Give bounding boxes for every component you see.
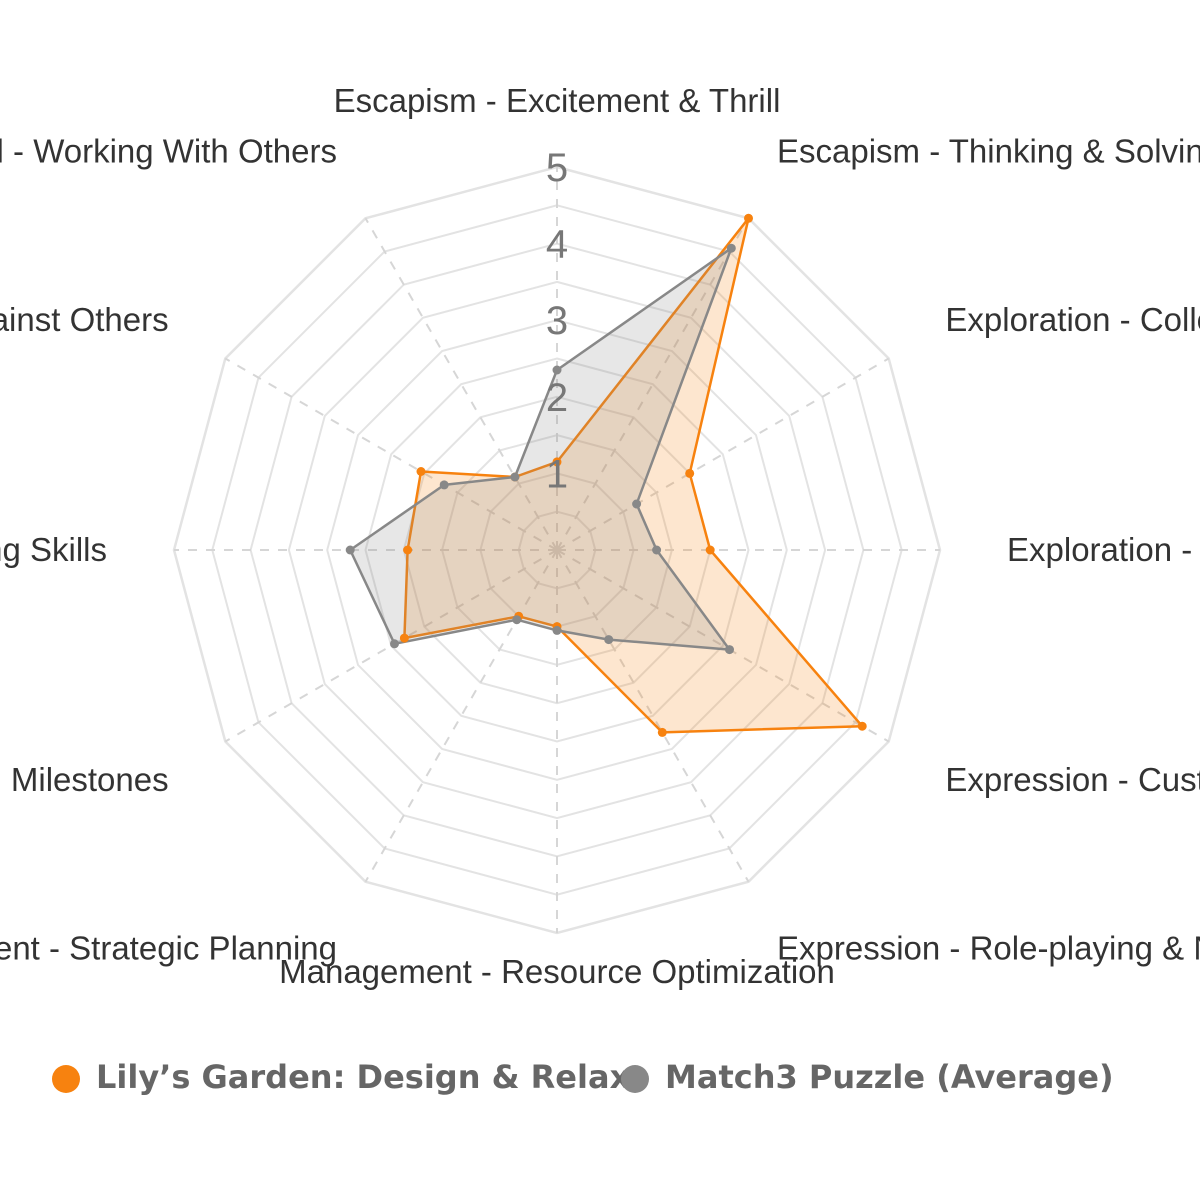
series-point-1 xyxy=(725,645,734,655)
series-point-0 xyxy=(403,545,413,555)
series-point-1 xyxy=(632,499,642,509)
axis-label: Mastery - Reaching Milestones xyxy=(0,761,169,798)
series-point-0 xyxy=(416,467,426,476)
series-point-1 xyxy=(604,635,614,645)
series-point-1 xyxy=(652,545,662,555)
series-point-0 xyxy=(685,468,695,478)
axis-label: Expression - Role-playing & Narrative xyxy=(777,929,1200,966)
legend-marker-0 xyxy=(52,1065,80,1093)
axis-label: Exploration - Discovery xyxy=(1007,531,1200,568)
tick-label: 5 xyxy=(546,146,568,190)
series-point-1 xyxy=(552,625,562,635)
series-point-1 xyxy=(439,480,449,490)
series-point-0 xyxy=(857,721,867,731)
tick-label: 4 xyxy=(546,223,568,267)
axis-label: Escapism - Excitement & Thrill xyxy=(334,82,781,119)
axis-label: Exploration - Collecting xyxy=(945,301,1200,338)
series-point-0 xyxy=(744,213,753,223)
tick-label: 1 xyxy=(546,452,568,496)
label-layer: 1 2 3 4 5 Escapism - Excitement & Thrill Escap… xyxy=(0,82,1200,990)
axis-label: Expression - Customization xyxy=(945,761,1200,798)
legend-label: Lily’s Garden: Design & Relax xyxy=(96,1058,631,1096)
series-point-0 xyxy=(657,727,667,737)
tick-label: 3 xyxy=(546,299,568,343)
axis-label: Escapism - Thinking & Solving xyxy=(777,133,1200,170)
series-point-1 xyxy=(552,365,562,375)
series-point-1 xyxy=(510,472,520,482)
legend-label: Match3 Puzzle (Average) xyxy=(665,1058,1114,1096)
series-point-1 xyxy=(726,243,736,253)
grid-ring xyxy=(287,280,827,820)
grid-ring xyxy=(364,357,750,743)
axis-label: Social - Playing Against Others xyxy=(0,301,169,338)
tick-label: 2 xyxy=(546,376,568,420)
series-point-0 xyxy=(705,545,715,555)
series-point-0 xyxy=(399,633,409,643)
axis-label: Mastery - Problem Solving Skills xyxy=(0,531,107,568)
series-layer xyxy=(345,213,867,737)
axis-label: Management - Resource Optimization xyxy=(279,953,835,990)
series-point-1 xyxy=(390,639,399,649)
series-point-1 xyxy=(512,615,522,625)
grid-ring xyxy=(326,319,788,781)
axis-label: Social - Working With Others xyxy=(0,133,337,170)
grid-layer xyxy=(172,165,942,935)
legend-marker-1 xyxy=(621,1065,649,1093)
series-point-0 xyxy=(552,457,562,467)
legend: Lily’s Garden: Design & Relax Match3 Puzz… xyxy=(52,1058,1114,1096)
series-point-1 xyxy=(345,545,355,555)
axis-label: Management - Strategic Planning xyxy=(0,929,337,966)
